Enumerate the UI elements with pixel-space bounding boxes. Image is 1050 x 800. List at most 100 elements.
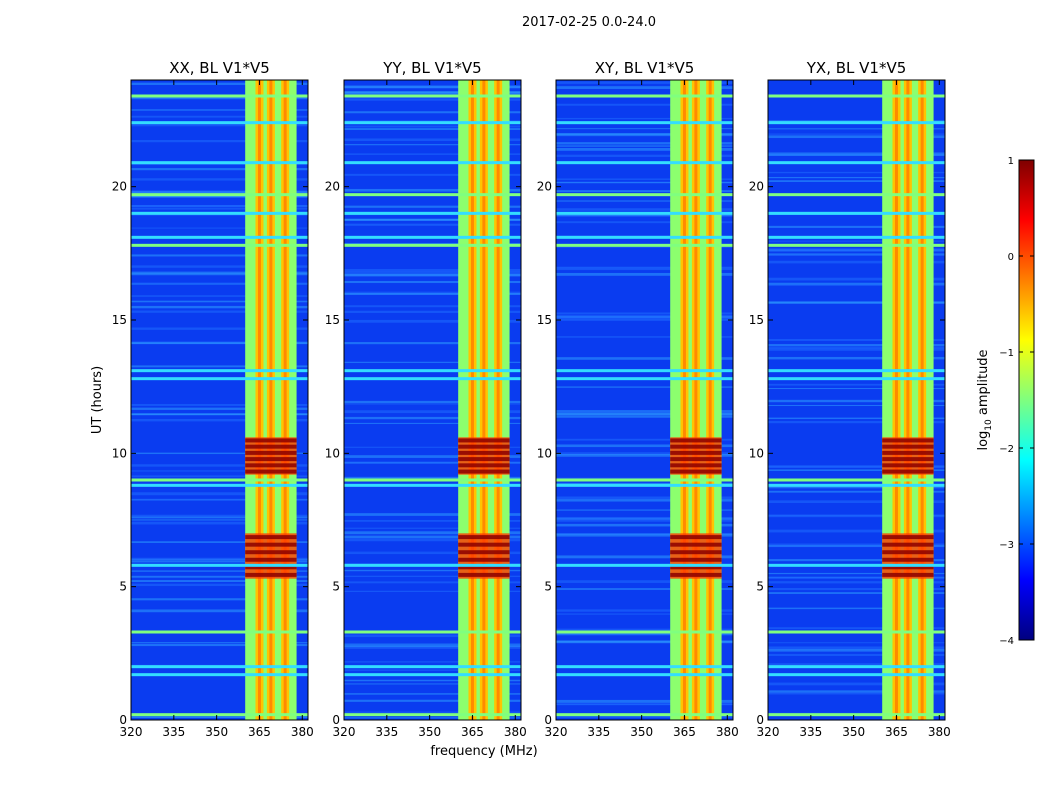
flagged-time-4 <box>556 563 733 567</box>
noise-row <box>556 142 733 145</box>
strong-rfi-stripe <box>670 444 722 449</box>
flagged-time-14 <box>768 121 945 125</box>
rfi-channel-core-1 <box>482 80 486 720</box>
noise-row <box>131 598 308 601</box>
flagged-time-8 <box>344 369 521 373</box>
noise-row <box>556 640 733 644</box>
noise-row <box>556 81 733 84</box>
flagged-time-4 <box>344 563 521 567</box>
noise-row <box>768 387 945 390</box>
y-tick-label: 10 <box>325 446 340 460</box>
y-tick-label: 20 <box>325 180 340 194</box>
rfi-channel-core-2 <box>920 80 924 720</box>
strong-rfi-stripe <box>882 542 934 547</box>
noise-row <box>344 693 521 695</box>
rfi-channel-core-1 <box>694 80 698 720</box>
strong-rfi-epoch-0 <box>670 533 722 579</box>
noise-row <box>131 342 308 344</box>
colorbar-label-rest: amplitude <box>976 349 991 419</box>
noise-row <box>131 139 308 143</box>
strong-rfi-epoch-1 <box>245 437 297 475</box>
noise-row <box>344 91 521 95</box>
noise-row <box>131 583 308 587</box>
noise-row <box>768 253 945 256</box>
flagged-time-7 <box>131 377 308 381</box>
noise-row <box>556 519 733 522</box>
strong-rfi-epoch-1 <box>458 437 510 475</box>
noise-row <box>344 569 521 572</box>
noise-row <box>344 699 521 702</box>
noise-row <box>344 243 521 245</box>
noise-row <box>556 117 733 120</box>
strong-rfi-stripe <box>882 572 934 577</box>
flagged-time-3 <box>131 630 308 634</box>
noise-row <box>131 282 308 285</box>
strong-rfi-stripe <box>245 550 297 555</box>
noise-row <box>131 498 308 501</box>
noise-row <box>344 446 521 448</box>
axes-frame <box>767 79 946 721</box>
noise-row <box>344 455 521 458</box>
noise-row <box>344 661 521 663</box>
strong-rfi-stripe <box>245 463 297 468</box>
y-tick-label: 20 <box>537 180 552 194</box>
noise-row <box>344 538 521 542</box>
strong-rfi-epoch-1 <box>882 437 934 475</box>
flagged-time-10 <box>131 235 308 239</box>
flagged-time-2 <box>768 665 945 669</box>
noise-row <box>768 284 945 286</box>
noise-row <box>131 265 308 268</box>
noise-row <box>768 490 945 493</box>
noise-row <box>768 576 945 579</box>
noise-row <box>556 509 733 511</box>
noise-row <box>768 356 945 360</box>
colorbar: 10−1−2−3−4 log10 amplitude <box>976 156 1035 647</box>
y-tick-label: 0 <box>544 713 552 727</box>
strong-rfi-stripe <box>882 444 934 449</box>
noise-row <box>768 133 945 135</box>
noise-row <box>344 669 521 671</box>
noise-row <box>344 218 521 221</box>
noise-row <box>768 663 945 666</box>
noise-row <box>131 470 308 472</box>
noise-row <box>344 111 521 114</box>
flagged-time-2 <box>344 665 521 669</box>
y-tick-label: 15 <box>112 313 127 327</box>
noise-row <box>768 559 945 562</box>
y-tick-label: 10 <box>112 446 127 460</box>
noise-row <box>768 653 945 656</box>
noise-row <box>131 492 308 496</box>
x-tick-label: 320 <box>120 725 143 739</box>
noise-row <box>344 305 521 308</box>
noise-row <box>344 711 521 713</box>
noise-row <box>344 188 521 192</box>
noise-row <box>344 646 521 649</box>
strong-rfi-stripe <box>882 438 934 443</box>
noise-row <box>131 413 308 415</box>
noise-row <box>556 154 733 157</box>
flagged-time-3 <box>768 630 945 634</box>
noise-row <box>768 348 945 351</box>
strong-rfi-stripe <box>458 444 510 449</box>
colorbar-label-sub: 10 <box>984 419 994 431</box>
strong-rfi-stripe <box>670 542 722 547</box>
noise-row <box>344 634 521 638</box>
noise-row <box>131 560 308 563</box>
noise-row <box>556 699 733 703</box>
figure-suptitle: 2017-02-25 0.0-24.0 <box>522 15 656 30</box>
y-tick-label: 10 <box>537 446 552 460</box>
noise-row <box>768 282 945 286</box>
panel-title: YY, BL V1*V5 <box>382 59 481 77</box>
flagged-time-11 <box>768 211 945 215</box>
noise-row <box>344 361 521 363</box>
flagged-time-6 <box>344 478 521 482</box>
noise-row <box>556 312 733 315</box>
panel-title: YX, BL V1*V5 <box>806 59 907 77</box>
noise-row <box>344 717 521 719</box>
rfi-channel-core-0 <box>682 80 686 720</box>
noise-row <box>768 465 945 468</box>
strong-rfi-stripe <box>458 565 510 570</box>
strong-rfi-epoch-0 <box>245 533 297 579</box>
noise-row <box>556 319 733 321</box>
x-tick-label: 365 <box>461 725 484 739</box>
